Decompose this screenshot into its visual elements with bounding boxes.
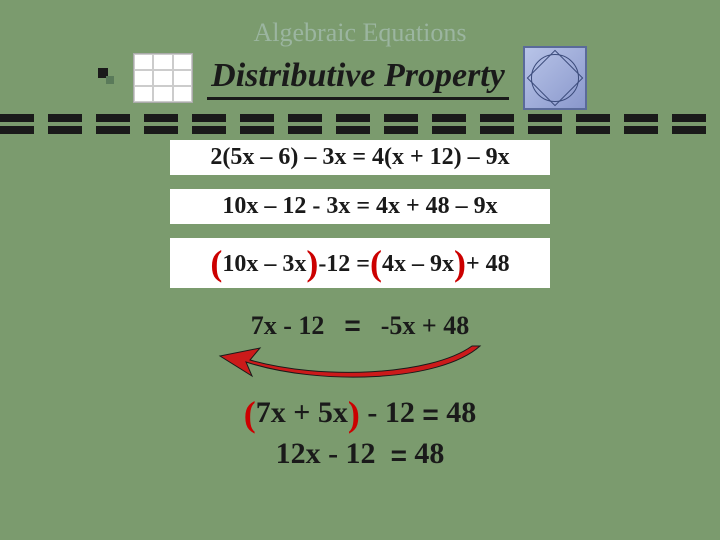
paren-open-2-icon: ( xyxy=(370,243,382,283)
eq3-b: -12 = xyxy=(318,251,370,277)
supertitle: Algebraic Equations xyxy=(254,18,467,48)
arrow-row xyxy=(200,342,520,386)
eq3-c: 4x – 9x xyxy=(382,251,454,277)
eq4-right: -5x + 48 xyxy=(381,311,469,341)
paren-close-2-icon: ) xyxy=(454,243,466,283)
geometry-icon xyxy=(523,46,587,110)
eq6-right: 48 xyxy=(414,437,444,470)
equation-row-6: 12x - 12 = 48 xyxy=(0,437,720,472)
eq3-d: + 48 xyxy=(466,251,510,277)
equation-row-2: 10x – 12 - 3x = 4x + 48 – 9x xyxy=(0,189,720,238)
equation-row-4: 7x - 12 = -5x + 48 xyxy=(0,308,720,342)
equation-row-1: 2(5x – 6) – 3x = 4(x + 12) – 9x xyxy=(0,140,720,189)
eq4-left: 7x - 12 xyxy=(251,311,325,341)
slide-container: Algebraic Equations Distributive Propert… xyxy=(0,0,720,540)
content-area: 2(5x – 6) – 3x = 4(x + 12) – 9x 10x – 12… xyxy=(0,140,720,472)
curved-arrow-icon xyxy=(200,342,520,386)
eq5-b: - 12 xyxy=(367,396,415,429)
equation-3: (10x – 3x)-12 =(4x – 9x)+ 48 xyxy=(170,238,550,288)
equation-2: 10x – 12 - 3x = 4x + 48 – 9x xyxy=(170,189,550,224)
paren-close-3-icon: ) xyxy=(348,394,360,434)
eq6-left: 12x - 12 xyxy=(276,437,376,470)
grid-icon xyxy=(133,53,193,103)
divider-top xyxy=(0,114,720,122)
equation-row-5: (7x + 5x) - 12 = 48 xyxy=(0,393,720,435)
equation-1: 2(5x – 6) – 3x = 4(x + 12) – 9x xyxy=(170,140,550,175)
paren-open-3-icon: ( xyxy=(244,394,256,434)
eq5-a: 7x + 5x xyxy=(256,396,348,429)
equals-icon: = xyxy=(344,310,360,342)
page-title: Distributive Property xyxy=(207,57,509,100)
paren-open-1-icon: ( xyxy=(210,243,222,283)
equals-icon-2: = xyxy=(422,399,438,430)
equation-row-3: (10x – 3x)-12 =(4x – 9x)+ 48 xyxy=(0,238,720,302)
header: Algebraic Equations xyxy=(0,0,720,48)
eq3-a: 10x – 3x xyxy=(222,251,306,277)
eq5-right: 48 xyxy=(446,396,476,429)
title-row: Distributive Property xyxy=(0,46,720,110)
equals-icon-3: = xyxy=(391,440,407,471)
paren-close-1-icon: ) xyxy=(306,243,318,283)
divider-bottom xyxy=(0,126,720,134)
